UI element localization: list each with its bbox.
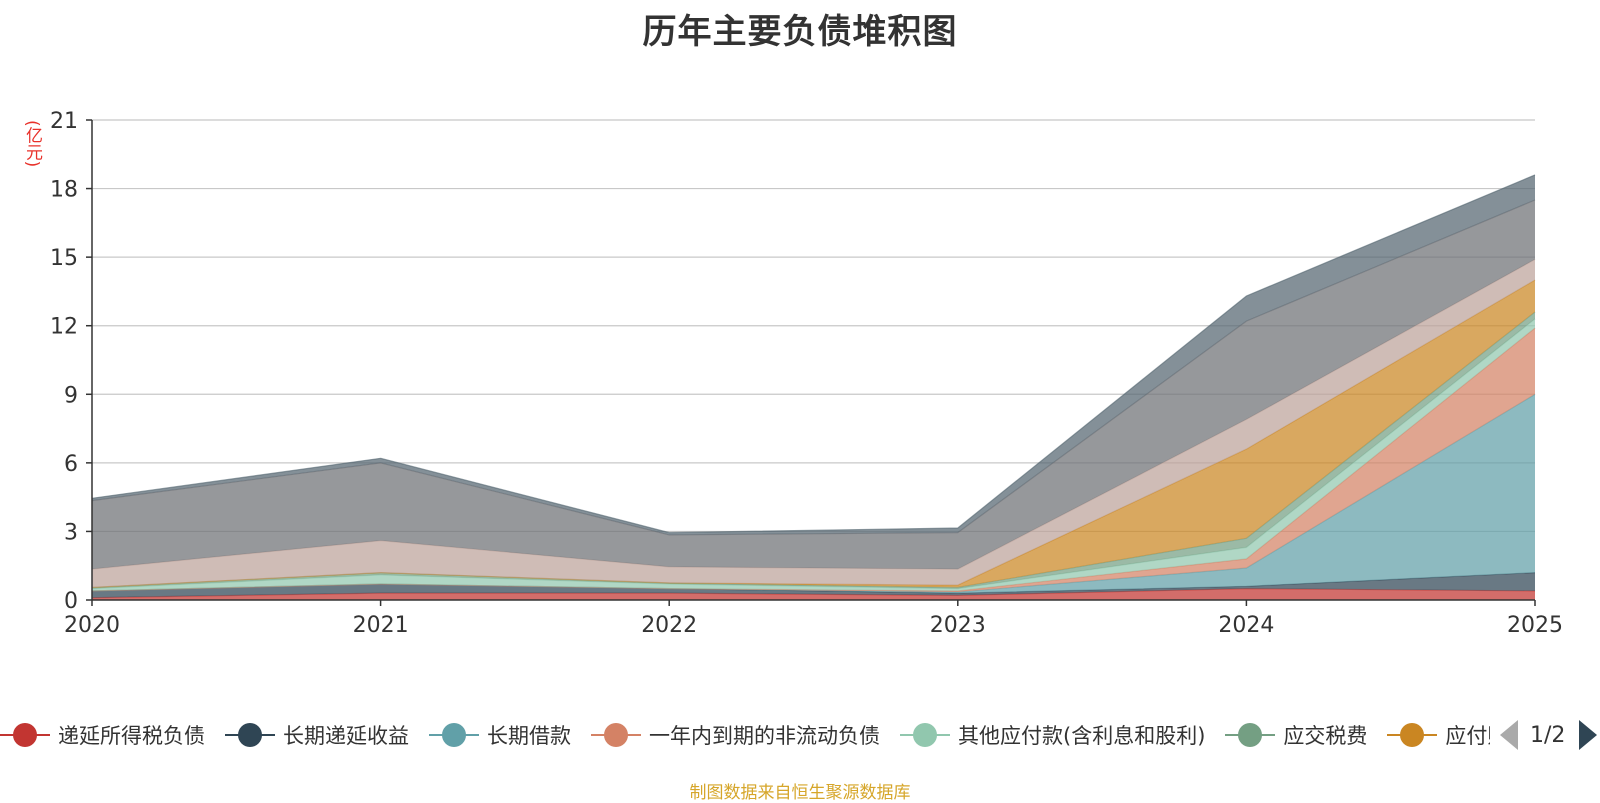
legend-label: 长期借款 xyxy=(487,720,571,750)
y-tick-label: 3 xyxy=(64,520,78,545)
legend-item[interactable]: 其他应付款(含利息和股利) xyxy=(900,718,1205,752)
legend-item[interactable]: 应付账款 xyxy=(1387,718,1490,752)
legend-label: 长期递延收益 xyxy=(283,720,409,750)
legend-label: 应交税费 xyxy=(1283,720,1367,750)
y-tick-label: 12 xyxy=(50,315,78,340)
area-layer xyxy=(92,175,1535,600)
legend-marker-icon xyxy=(1225,722,1275,748)
legend-pager: 1/2 xyxy=(1500,718,1597,752)
x-tick-label: 2025 xyxy=(1507,613,1563,638)
legend-next-page-icon[interactable] xyxy=(1579,720,1597,750)
x-tick-label: 2020 xyxy=(64,613,120,638)
y-tick-label: 21 xyxy=(50,109,78,134)
legend-item[interactable]: 应交税费 xyxy=(1225,718,1367,752)
legend-marker-icon xyxy=(0,722,50,748)
legend-marker-icon xyxy=(429,722,479,748)
legend-label: 递延所得税负债 xyxy=(58,720,205,750)
legend-label: 应付账款 xyxy=(1445,720,1490,750)
legend-marker-icon xyxy=(900,722,950,748)
legend-prev-page-icon[interactable] xyxy=(1500,720,1518,750)
legend: 递延所得税负债 长期递延收益 长期借款 一年内到期的非流动负债 其他应付款(含利息和股利… xyxy=(0,718,1490,752)
legend-label: 其他应付款(含利息和股利) xyxy=(958,720,1205,750)
legend-item[interactable]: 长期递延收益 xyxy=(225,718,409,752)
data-source-note: 制图数据来自恒生聚源数据库 xyxy=(0,778,1600,803)
y-tick-label: 9 xyxy=(64,383,78,408)
legend-item[interactable]: 长期借款 xyxy=(429,718,571,752)
y-tick-label: 15 xyxy=(50,246,78,271)
x-tick-label: 2021 xyxy=(353,613,409,638)
chart-canvas: 0 3 6 9 12 15 18 21 2020 2021 2022 2023 2024 2025 xyxy=(0,0,1600,700)
legend-marker-icon xyxy=(591,722,641,748)
legend-item[interactable]: 递延所得税负债 xyxy=(0,718,205,752)
x-tick-label: 2023 xyxy=(930,613,986,638)
x-tick-label: 2022 xyxy=(641,613,697,638)
y-tick-label: 0 xyxy=(64,589,78,614)
legend-marker-icon xyxy=(225,722,275,748)
x-tick-label: 2024 xyxy=(1218,613,1274,638)
y-axis-unit-label: (亿元) xyxy=(20,120,45,167)
legend-marker-icon xyxy=(1387,722,1437,748)
y-tick-label: 18 xyxy=(50,178,78,203)
legend-item[interactable]: 一年内到期的非流动负债 xyxy=(591,718,880,752)
legend-page-indicator: 1/2 xyxy=(1530,723,1565,748)
legend-label: 一年内到期的非流动负债 xyxy=(649,720,880,750)
y-tick-label: 6 xyxy=(64,452,78,477)
